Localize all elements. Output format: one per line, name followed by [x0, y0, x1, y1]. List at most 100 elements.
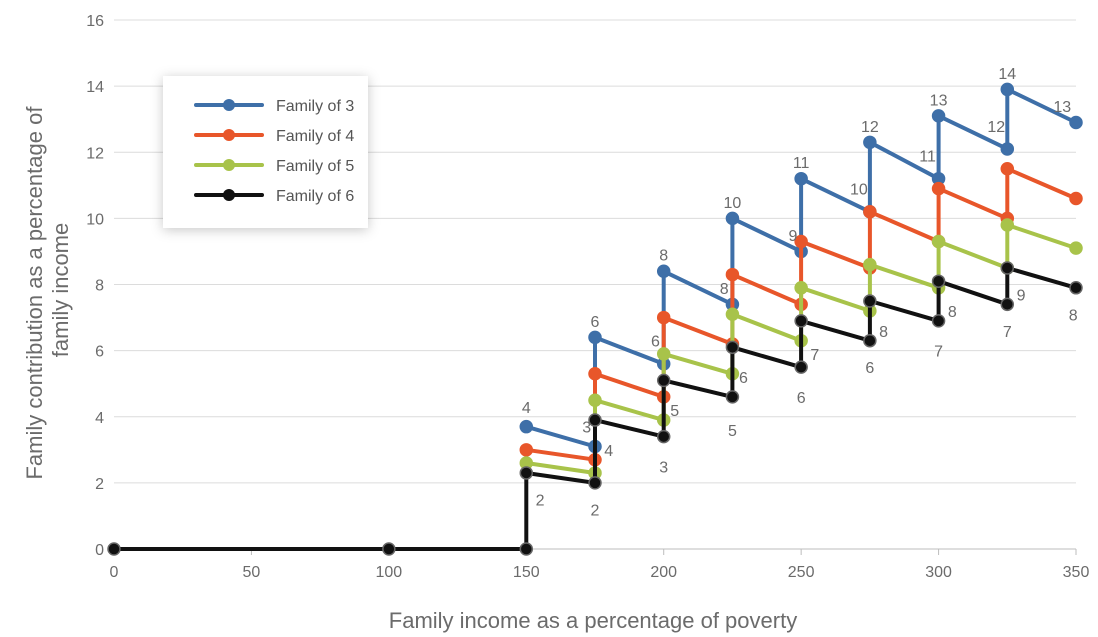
data-label: 3: [582, 420, 591, 437]
legend-item: Family of 3: [194, 98, 354, 115]
data-point[interactable]: [863, 294, 877, 308]
data-label: 10: [850, 182, 868, 199]
data-label: 6: [797, 390, 806, 407]
legend-swatch-marker: [223, 99, 235, 111]
legend-label: Family of 3: [276, 98, 354, 115]
x-axis-ticks: 0 50 100 150 200 250 300 350: [110, 549, 1089, 581]
y-tick-label: 4: [95, 410, 104, 427]
y-axis-title: Family contribution as a percentage of f…: [22, 100, 73, 479]
data-label: 9: [1017, 287, 1026, 304]
data-label: 8: [948, 304, 957, 321]
series-line: [524, 87, 1078, 449]
data-point[interactable]: [107, 542, 121, 556]
data-point[interactable]: [1069, 191, 1083, 206]
y-tick-label: 10: [86, 211, 104, 228]
series-4: [107, 261, 1083, 556]
data-label: 11: [793, 155, 810, 172]
data-point[interactable]: [863, 333, 877, 348]
data-point[interactable]: [656, 347, 671, 361]
legend-label: Family of 4: [276, 128, 354, 145]
data-label: 3: [659, 459, 668, 476]
data-label: 7: [810, 347, 819, 364]
data-label: 8: [659, 248, 668, 265]
data-point[interactable]: [794, 360, 808, 374]
y-axis-title-line-1: Family contribution as a percentage of: [22, 106, 47, 480]
data-point[interactable]: [382, 542, 396, 556]
series-group: [107, 82, 1083, 556]
data-point[interactable]: [656, 264, 671, 279]
data-point[interactable]: [656, 429, 671, 444]
data-point[interactable]: [656, 373, 671, 388]
data-point[interactable]: [588, 476, 602, 490]
data-point[interactable]: [588, 367, 602, 381]
x-tick-label: 100: [376, 564, 403, 581]
data-point[interactable]: [794, 281, 808, 295]
y-axis-ticks: 0 2 4 6 8 10 12 14 16: [86, 13, 104, 559]
y-tick-label: 8: [95, 278, 104, 295]
data-point[interactable]: [519, 443, 534, 457]
data-point[interactable]: [588, 413, 602, 427]
data-label: 2: [591, 502, 600, 519]
data-point[interactable]: [1000, 297, 1015, 312]
data-point[interactable]: [863, 205, 877, 219]
legend-label: Family of 5: [276, 158, 354, 175]
data-point[interactable]: [931, 274, 946, 288]
x-tick-label: 150: [513, 564, 540, 581]
legend-label: Family of 6: [276, 188, 354, 205]
data-point[interactable]: [725, 390, 740, 404]
data-point[interactable]: [863, 257, 877, 272]
series-1: [519, 82, 1083, 454]
data-point[interactable]: [931, 109, 946, 123]
data-point[interactable]: [519, 419, 534, 434]
legend-swatch-marker: [223, 159, 235, 171]
data-point[interactable]: [1069, 281, 1083, 295]
data-point[interactable]: [794, 171, 808, 186]
series-line: [524, 166, 1078, 462]
data-point[interactable]: [931, 181, 946, 196]
legend-item: Family of 6: [194, 188, 354, 205]
data-point[interactable]: [863, 135, 877, 150]
data-point[interactable]: [1000, 218, 1015, 232]
y-tick-label: 12: [86, 145, 104, 162]
data-label: 6: [591, 314, 600, 331]
x-axis-title: Family income as a percentage of poverty: [389, 608, 797, 633]
data-label: 4: [604, 443, 613, 460]
data-point[interactable]: [1069, 241, 1083, 255]
data-label: 5: [670, 403, 679, 420]
data-point[interactable]: [1000, 82, 1015, 97]
data-point[interactable]: [588, 393, 602, 407]
legend-swatch-marker: [223, 129, 235, 141]
data-point[interactable]: [725, 267, 740, 282]
legend-box: [163, 76, 368, 228]
data-point[interactable]: [656, 310, 671, 325]
data-point[interactable]: [1000, 162, 1015, 176]
x-tick-label: 50: [243, 564, 261, 581]
data-point[interactable]: [931, 234, 946, 249]
data-label: 13: [930, 92, 948, 109]
data-label: 7: [1003, 324, 1012, 341]
data-label: 13: [1053, 99, 1071, 116]
data-point[interactable]: [931, 314, 946, 328]
data-point[interactable]: [725, 211, 740, 226]
data-label: 10: [724, 195, 742, 212]
data-point[interactable]: [794, 314, 808, 328]
data-point[interactable]: [725, 307, 740, 322]
y-tick-label: 0: [95, 542, 104, 559]
data-point[interactable]: [1000, 142, 1015, 156]
data-label: 5: [728, 423, 737, 440]
data-label: 6: [865, 360, 874, 377]
legend-item: Family of 4: [194, 128, 354, 145]
data-point[interactable]: [588, 330, 602, 345]
data-point[interactable]: [794, 234, 808, 249]
data-point[interactable]: [725, 340, 740, 355]
data-point[interactable]: [1000, 261, 1015, 275]
data-label: 7: [934, 344, 943, 361]
data-point[interactable]: [519, 466, 534, 480]
data-point[interactable]: [519, 542, 534, 556]
legend-swatch-marker: [223, 189, 235, 201]
x-tick-label: 250: [788, 564, 815, 581]
y-tick-label: 6: [95, 344, 104, 361]
data-label: 11: [919, 149, 936, 166]
data-label: 8: [720, 281, 729, 298]
data-point[interactable]: [1069, 115, 1083, 130]
